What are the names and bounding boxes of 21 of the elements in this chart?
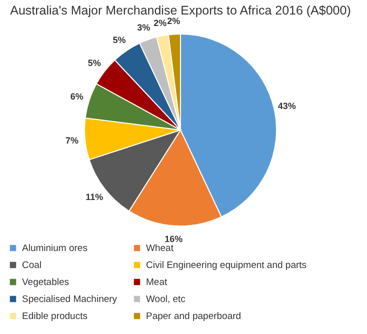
data-label: 7% — [65, 135, 78, 146]
legend-label: Wheat — [146, 243, 174, 254]
data-label: 6% — [70, 91, 84, 102]
data-label: 43% — [278, 101, 296, 112]
legend-label: Aluminium ores — [22, 243, 88, 254]
data-label: 3% — [137, 22, 150, 32]
legend-label: Meat — [146, 277, 168, 288]
data-label: 2% — [154, 18, 167, 28]
legend-label: Specialised Machinery — [22, 294, 118, 305]
legend-label: Civil Engineering equipment and parts — [146, 260, 307, 271]
legend-label: Paper and paperboard — [146, 311, 242, 322]
data-label: 16% — [164, 234, 183, 244]
legend-label: Wool, etc — [146, 294, 186, 305]
data-label: 11% — [86, 192, 104, 202]
data-label: 2% — [167, 16, 180, 26]
data-label: 5% — [112, 34, 126, 45]
legend-label: Coal — [22, 260, 42, 271]
legend-label: Edible products — [22, 311, 88, 322]
data-label: 5% — [88, 58, 101, 68]
legend-label: Vegetables — [22, 277, 70, 288]
chart-title: Australia's Major Merchandise Exports to Africa 2016 (A$000) — [10, 4, 351, 18]
